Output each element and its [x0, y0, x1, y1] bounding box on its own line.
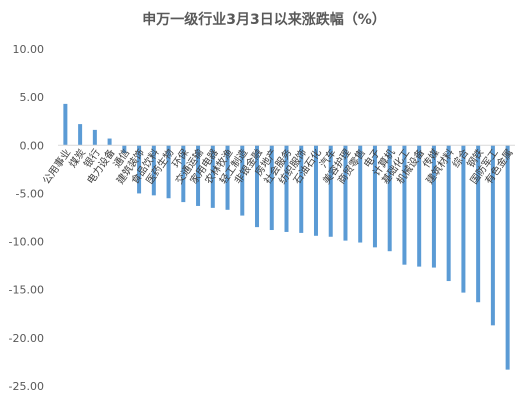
bar	[402, 145, 407, 265]
bar	[151, 145, 156, 196]
y-tick-label: 5.00	[20, 91, 45, 104]
y-tick-label: -15.00	[9, 284, 44, 297]
y-tick-label: -10.00	[9, 236, 44, 249]
bar	[505, 145, 510, 370]
y-tick-label: 10.00	[13, 43, 45, 56]
y-tick-label: -20.00	[9, 332, 44, 345]
bar	[328, 145, 333, 237]
x-category-label: 公用事业	[40, 146, 74, 186]
bar	[387, 145, 392, 252]
bar	[122, 145, 127, 153]
bar	[461, 145, 466, 293]
bar	[181, 145, 186, 203]
bar	[63, 103, 68, 146]
chart-title: 申万一级行业3月3日以来涨跌幅（%）	[142, 11, 386, 28]
y-tick-label: -5.00	[16, 187, 44, 200]
bar	[196, 145, 201, 206]
y-tick-label: 0.00	[20, 139, 45, 152]
bar	[417, 145, 422, 267]
bars	[63, 103, 510, 370]
bar	[269, 145, 274, 231]
bar	[343, 145, 348, 241]
bar	[210, 145, 215, 208]
bar	[92, 129, 97, 146]
bar	[284, 145, 289, 232]
bar	[107, 138, 112, 146]
bar	[490, 145, 495, 326]
bar	[299, 145, 304, 233]
bar	[240, 145, 245, 216]
y-axis: 10.00 5.00 0.00 -5.00 -10.00 -15.00 -20.00 -25.…	[9, 43, 44, 393]
bar	[255, 145, 260, 228]
bar	[137, 145, 142, 194]
bar	[358, 145, 363, 243]
bar	[313, 145, 318, 236]
bar	[78, 124, 83, 146]
bar	[166, 145, 171, 199]
bar	[431, 145, 436, 268]
bar	[372, 145, 377, 248]
bar	[446, 145, 451, 282]
bar	[476, 145, 481, 303]
y-tick-label: -25.00	[9, 380, 44, 393]
bar	[225, 145, 230, 210]
x-axis-labels: 公用事业煤炭银行电力设备通信建筑装饰食品饮料医药生物环保交通运输家用电器农林牧渔…	[40, 146, 516, 186]
